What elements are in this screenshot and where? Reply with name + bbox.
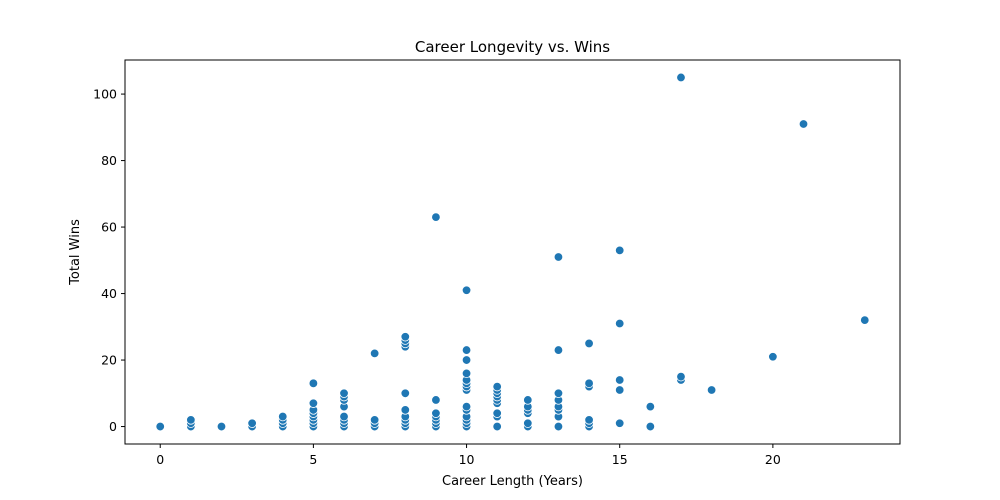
data-point	[860, 315, 870, 325]
data-point	[339, 388, 349, 399]
data-point	[584, 338, 594, 349]
data-point	[676, 72, 686, 83]
x-axis-ticks: 0 5 10 15 20	[156, 444, 781, 467]
x-axis-label: Career Length (Years)	[442, 474, 583, 489]
y-tick-label: 0	[109, 419, 117, 434]
data-point	[186, 415, 196, 425]
x-tick-label: 15	[612, 452, 628, 467]
data-point	[523, 395, 533, 405]
data-point	[615, 418, 625, 428]
data-point	[461, 368, 472, 379]
data-point	[615, 245, 625, 256]
x-tick-label: 10	[459, 452, 475, 467]
data-point	[676, 371, 686, 382]
y-tick-label: 100	[93, 87, 117, 102]
data-point	[461, 345, 472, 355]
y-axis-ticks: 0 20 40 60 80 100	[93, 87, 125, 434]
x-tick-label: 5	[309, 452, 317, 467]
data-point	[492, 408, 502, 418]
chart-title: Career Longevity vs. Wins	[415, 38, 610, 56]
data-point	[431, 395, 441, 405]
y-tick-label: 80	[101, 153, 117, 168]
data-point	[431, 212, 441, 222]
plot-area-frame	[124, 59, 901, 445]
data-point	[584, 415, 594, 425]
data-point	[523, 418, 533, 428]
data-point	[553, 388, 564, 399]
y-tick-label: 40	[101, 286, 117, 301]
data-point	[553, 252, 564, 262]
x-tick-label: 0	[156, 452, 164, 467]
data-point	[553, 421, 564, 432]
data-point	[706, 385, 717, 395]
data-points	[155, 72, 870, 432]
data-point	[461, 355, 472, 365]
data-point	[308, 398, 319, 408]
data-point	[768, 352, 778, 362]
data-point	[584, 378, 594, 389]
data-point	[798, 119, 809, 129]
data-point	[400, 388, 410, 399]
data-point	[247, 418, 257, 428]
data-point	[615, 385, 625, 395]
y-tick-label: 60	[101, 220, 117, 235]
data-point	[308, 378, 319, 389]
data-point	[216, 421, 227, 432]
data-point	[553, 345, 564, 355]
data-point	[278, 411, 288, 422]
data-point	[645, 401, 656, 412]
data-point	[492, 381, 502, 392]
y-tick-label: 20	[101, 353, 117, 368]
data-point	[461, 401, 472, 412]
data-point	[615, 318, 625, 329]
data-point	[369, 348, 380, 359]
data-point	[461, 285, 472, 295]
data-point	[431, 408, 441, 418]
x-tick-label: 20	[765, 452, 781, 467]
data-point	[400, 405, 410, 415]
data-point	[645, 421, 656, 432]
y-axis-label: Total Wins	[68, 219, 83, 286]
data-point	[155, 421, 165, 432]
data-point	[492, 421, 502, 432]
data-point	[615, 375, 625, 385]
data-point	[339, 411, 349, 422]
data-point	[400, 332, 410, 342]
data-point	[369, 415, 380, 425]
